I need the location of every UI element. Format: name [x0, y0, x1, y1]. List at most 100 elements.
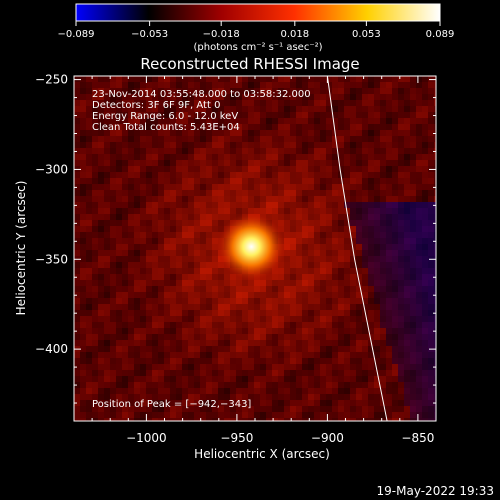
heatmap-cell	[116, 238, 122, 244]
heatmap-cell	[110, 226, 116, 232]
heatmap-cell	[92, 358, 98, 364]
heatmap-cell	[182, 340, 188, 346]
heatmap-cell	[158, 148, 164, 154]
heatmap-cell	[218, 376, 224, 382]
heatmap-cell	[122, 322, 128, 328]
heatmap-cell	[368, 388, 374, 394]
heatmap-cell	[152, 124, 158, 130]
heatmap-cell	[374, 190, 380, 196]
heatmap-cell	[224, 328, 230, 334]
heatmap-cell	[110, 220, 116, 226]
heatmap-cell	[368, 406, 374, 412]
heatmap-cell	[338, 262, 344, 268]
heatmap-cell	[416, 412, 422, 418]
heatmap-cell	[380, 124, 386, 130]
heatmap-cell	[272, 202, 278, 208]
heatmap-cell	[320, 196, 326, 202]
heatmap-cell	[164, 346, 170, 352]
heatmap-cell	[122, 310, 128, 316]
heatmap-cell	[290, 226, 296, 232]
heatmap-cell	[350, 394, 356, 400]
heatmap-cell	[344, 190, 350, 196]
heatmap-cell	[212, 370, 218, 376]
heatmap-cell	[266, 334, 272, 340]
heatmap-cell	[200, 358, 206, 364]
heatmap-cell	[110, 328, 116, 334]
heatmap-cell	[98, 280, 104, 286]
heatmap-cell	[356, 388, 362, 394]
heatmap-cell	[200, 364, 206, 370]
heatmap-cell	[158, 130, 164, 136]
heatmap-cell	[362, 262, 368, 268]
heatmap-cell	[194, 154, 200, 160]
heatmap-cell	[224, 94, 230, 100]
heatmap-cell	[74, 112, 80, 118]
heatmap-cell	[386, 106, 392, 112]
heatmap-cell	[170, 214, 176, 220]
heatmap-cell	[290, 172, 296, 178]
heatmap-cell	[74, 190, 80, 196]
heatmap-cell	[86, 292, 92, 298]
heatmap-cell	[320, 178, 326, 184]
heatmap-cell	[386, 112, 392, 118]
heatmap-cell	[104, 364, 110, 370]
heatmap-cell	[338, 358, 344, 364]
heatmap-cell	[224, 76, 230, 82]
heatmap-cell	[134, 256, 140, 262]
heatmap-cell	[188, 184, 194, 190]
heatmap-cell	[74, 304, 80, 310]
heatmap-cell	[296, 148, 302, 154]
heatmap-cell	[176, 406, 182, 412]
heatmap-cell	[320, 298, 326, 304]
heatmap-cell	[128, 142, 134, 148]
heatmap-cell	[134, 394, 140, 400]
heatmap-cell	[212, 256, 218, 262]
heatmap-cell	[116, 334, 122, 340]
heatmap-cell	[140, 304, 146, 310]
heatmap-cell	[368, 142, 374, 148]
heatmap-cell	[356, 154, 362, 160]
heatmap-cell	[332, 322, 338, 328]
heatmap-cell	[428, 142, 434, 148]
heatmap-cell	[104, 256, 110, 262]
heatmap-cell	[134, 382, 140, 388]
heatmap-cell	[428, 82, 434, 88]
heatmap-cell	[362, 418, 368, 421]
heatmap-cell	[314, 184, 320, 190]
heatmap-cell	[254, 394, 260, 400]
heatmap-cell	[368, 328, 374, 334]
heatmap-cell	[284, 292, 290, 298]
heatmap-cell	[194, 268, 200, 274]
heatmap-cell	[380, 364, 386, 370]
heatmap-cell	[122, 412, 128, 418]
heatmap-cell	[122, 334, 128, 340]
heatmap-cell	[350, 142, 356, 148]
heatmap-cell	[98, 142, 104, 148]
heatmap-cell	[386, 418, 392, 421]
heatmap-cell	[272, 184, 278, 190]
heatmap-cell	[332, 334, 338, 340]
heatmap-cell	[362, 208, 368, 214]
heatmap-cell	[242, 334, 248, 340]
heatmap-cell	[200, 328, 206, 334]
heatmap-cell	[350, 340, 356, 346]
heatmap-cell	[194, 148, 200, 154]
heatmap-cell	[86, 76, 92, 82]
heatmap-cell	[422, 256, 428, 262]
heatmap-cell	[314, 262, 320, 268]
heatmap-cell	[260, 118, 266, 124]
heatmap-cell	[212, 166, 218, 172]
heatmap-cell	[236, 106, 242, 112]
heatmap-cell	[320, 220, 326, 226]
heatmap-cell	[350, 202, 356, 208]
heatmap-cell	[374, 358, 380, 364]
heatmap-cell	[338, 394, 344, 400]
heatmap-cell	[422, 394, 428, 400]
heatmap-cell	[344, 232, 350, 238]
heatmap-cell	[134, 112, 140, 118]
heatmap-cell	[380, 160, 386, 166]
heatmap-cell	[140, 406, 146, 412]
heatmap-cell	[218, 196, 224, 202]
heatmap-cell	[308, 292, 314, 298]
heatmap-cell	[200, 232, 206, 238]
